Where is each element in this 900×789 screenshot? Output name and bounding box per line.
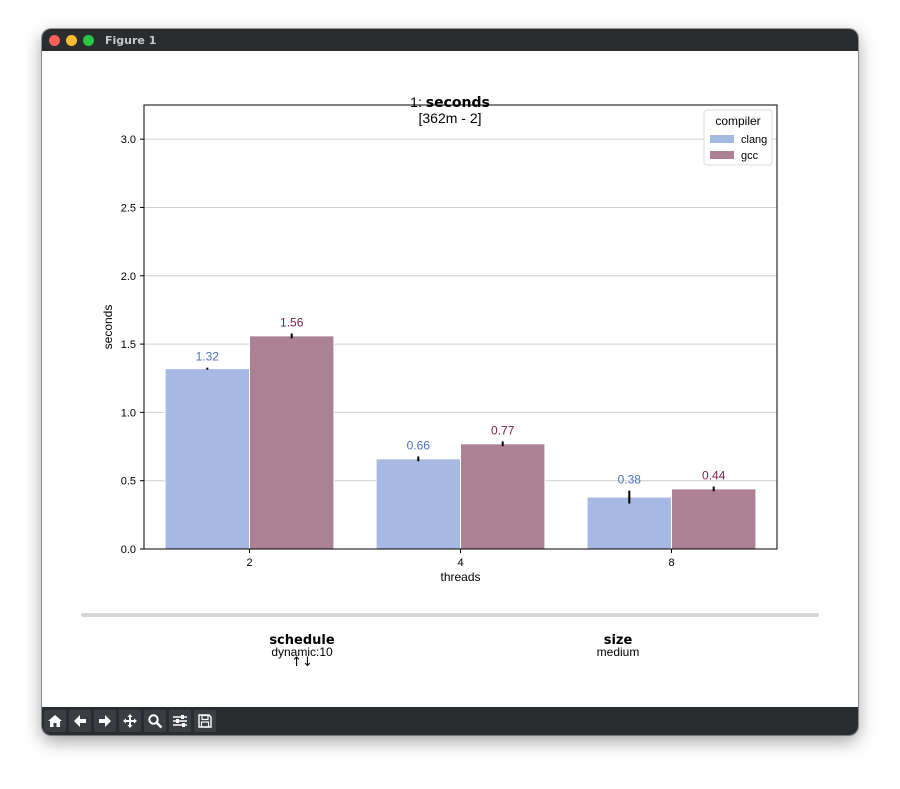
data-label: 0.77 xyxy=(491,423,515,437)
zoom-icon xyxy=(148,714,163,729)
plot-frame xyxy=(143,104,778,550)
legend-swatch-gcc xyxy=(710,151,734,159)
pan-icon xyxy=(123,714,137,728)
forward-button[interactable] xyxy=(94,710,116,732)
legend-title: compiler xyxy=(715,114,760,128)
y-tick-label: 2.5 xyxy=(121,202,136,214)
figure-window: Figure 1 1: seconds [362m - 2] 0.0 0.5 1.0… xyxy=(42,29,858,735)
sort-toggle-icon[interactable]: ↑↓ xyxy=(291,655,313,670)
zoom-button[interactable] xyxy=(144,710,166,732)
legend: compiler clang gcc xyxy=(703,109,773,166)
forward-arrow-icon xyxy=(99,715,111,727)
data-label: 1.56 xyxy=(280,316,304,330)
legend-label-clang: clang xyxy=(741,134,767,146)
legend-label-gcc: gcc xyxy=(741,150,759,162)
y-tick-label: 0.0 xyxy=(121,544,136,556)
y-tick-label: 0.5 xyxy=(121,476,136,488)
y-tick-label: 1.5 xyxy=(121,339,136,351)
size-name: size xyxy=(603,633,633,648)
chart-title-bold: seconds xyxy=(426,95,490,111)
size-value: medium xyxy=(596,645,640,659)
bar-gcc xyxy=(460,443,546,550)
data-label: 0.66 xyxy=(407,438,431,452)
plot-area: 0.0 0.5 1.0 1.5 2.0 2.5 3.0 1.32 1.56 2 0.66 0.77 4 0… xyxy=(101,104,778,584)
maximize-button[interactable] xyxy=(83,35,94,46)
x-tick-label: 4 xyxy=(457,557,463,569)
home-button[interactable] xyxy=(44,710,66,732)
close-button[interactable] xyxy=(49,35,60,46)
divider xyxy=(81,613,819,617)
bar-chart: 1: seconds [362m - 2] 0.0 0.5 1.0 1.5 2.0 2.5… xyxy=(101,94,778,584)
save-button[interactable] xyxy=(194,710,216,732)
x-tick-label: 2 xyxy=(246,557,252,569)
y-tick-label: 3.0 xyxy=(121,134,136,146)
data-label: 1.32 xyxy=(196,350,220,364)
x-tick-label: 8 xyxy=(668,557,674,569)
window-title: Figure 1 xyxy=(105,34,157,47)
bar-gcc xyxy=(249,335,335,550)
schedule-value: dynamic:10 xyxy=(271,645,333,659)
legend-swatch-clang xyxy=(710,135,734,143)
toolbar xyxy=(42,707,858,735)
title-bar: Figure 1 xyxy=(42,29,858,51)
home-icon xyxy=(48,715,62,727)
back-button[interactable] xyxy=(69,710,91,732)
pan-button[interactable] xyxy=(119,710,141,732)
chart-title-prefix: 1: xyxy=(410,94,426,110)
schedule-name: schedule xyxy=(269,633,335,648)
figure-canvas: 1: seconds [362m - 2] 0.0 0.5 1.0 1.5 2.0 2.5… xyxy=(42,51,858,707)
bar-clang xyxy=(164,368,250,550)
chart-title: 1: seconds xyxy=(410,94,490,111)
y-tick-label: 1.0 xyxy=(121,407,136,419)
x-axis-label: threads xyxy=(440,570,480,584)
sliders-icon xyxy=(173,715,187,727)
save-icon xyxy=(198,714,212,728)
minimize-button[interactable] xyxy=(66,35,77,46)
back-arrow-icon xyxy=(74,715,86,727)
bar-gcc xyxy=(671,488,757,550)
bar-clang xyxy=(375,458,462,550)
data-label: 0.44 xyxy=(702,469,726,483)
y-axis-label: seconds xyxy=(101,305,115,350)
chart-subtitle: [362m - 2] xyxy=(418,110,481,126)
configure-button[interactable] xyxy=(169,710,191,732)
y-tick-label: 2.0 xyxy=(121,271,136,283)
bar-clang xyxy=(586,496,672,550)
data-label: 0.38 xyxy=(618,473,642,487)
